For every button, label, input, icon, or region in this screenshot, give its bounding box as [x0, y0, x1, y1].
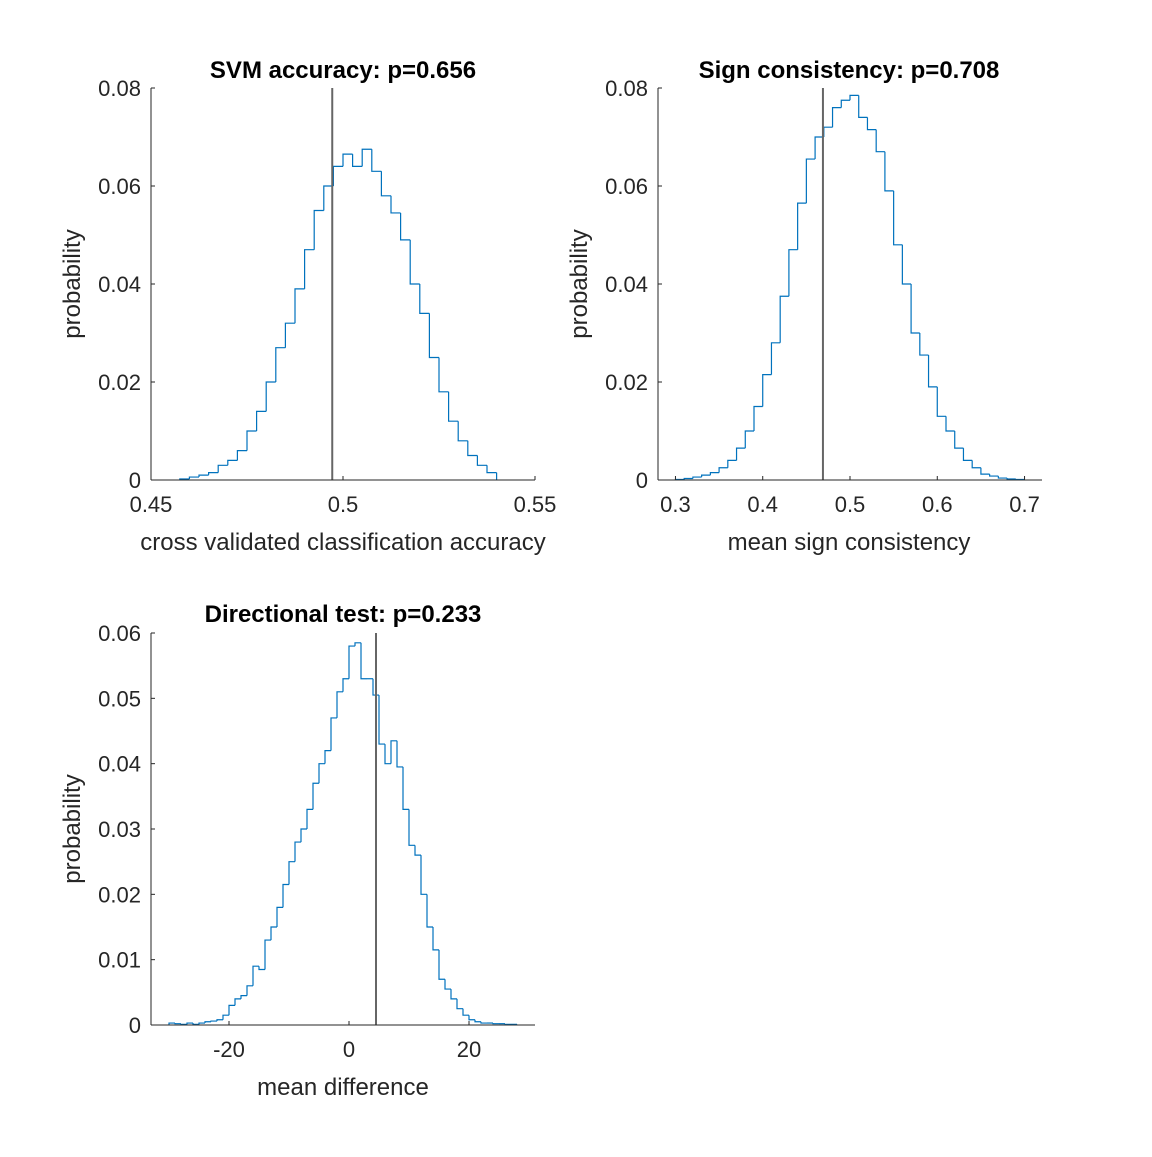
- chart-title: Directional test: p=0.233: [205, 601, 482, 628]
- histogram-bin: [493, 1023, 499, 1024]
- y-tick-label: 0: [129, 468, 141, 493]
- y-tick-label: 0.04: [98, 752, 141, 777]
- x-tick-label: 0.55: [514, 492, 557, 517]
- x-tick-label: -20: [213, 1037, 245, 1062]
- x-tick-label: 0.3: [660, 492, 691, 517]
- x-tick-label: 0.45: [130, 492, 173, 517]
- x-tick-label: 0.7: [1009, 492, 1040, 517]
- chart-title: Sign consistency: p=0.708: [699, 57, 1000, 84]
- y-axis-label: probability: [59, 774, 86, 883]
- x-tick-label: 0.5: [835, 492, 866, 517]
- histogram-bin: [211, 1021, 217, 1022]
- x-axis-label: mean difference: [257, 1074, 429, 1101]
- y-tick-label: 0.08: [98, 76, 141, 101]
- x-axis-label: mean sign consistency: [728, 529, 971, 556]
- y-tick-label: 0.03: [98, 817, 141, 842]
- x-tick-label: 0.4: [747, 492, 778, 517]
- histogram-bin: [505, 1024, 511, 1025]
- y-tick-label: 0.06: [98, 621, 141, 646]
- y-tick-label: 0: [129, 1013, 141, 1038]
- x-tick-label: 20: [457, 1037, 481, 1062]
- histogram-bin: [175, 1023, 181, 1024]
- y-tick-label: 0.05: [98, 686, 141, 711]
- y-tick-label: 0.02: [98, 882, 141, 907]
- histogram-bin: [181, 1024, 187, 1025]
- x-tick-label: 0.6: [922, 492, 953, 517]
- y-axis-label: probability: [59, 229, 86, 338]
- y-tick-label: 0.02: [98, 370, 141, 395]
- y-tick-label: 0.01: [98, 948, 141, 973]
- x-axis-label: cross validated classification accuracy: [140, 529, 546, 556]
- y-tick-label: 0.06: [605, 174, 648, 199]
- y-tick-label: 0.04: [98, 272, 141, 297]
- y-tick-label: 0.02: [605, 370, 648, 395]
- chart-title: SVM accuracy: p=0.656: [210, 57, 476, 84]
- y-tick-label: 0.04: [605, 272, 648, 297]
- y-tick-label: 0.08: [605, 76, 648, 101]
- y-tick-label: 0: [636, 468, 648, 493]
- y-tick-label: 0.06: [98, 174, 141, 199]
- x-tick-label: 0.5: [328, 492, 359, 517]
- y-axis-label: probability: [566, 229, 593, 338]
- x-tick-label: 0: [343, 1037, 355, 1062]
